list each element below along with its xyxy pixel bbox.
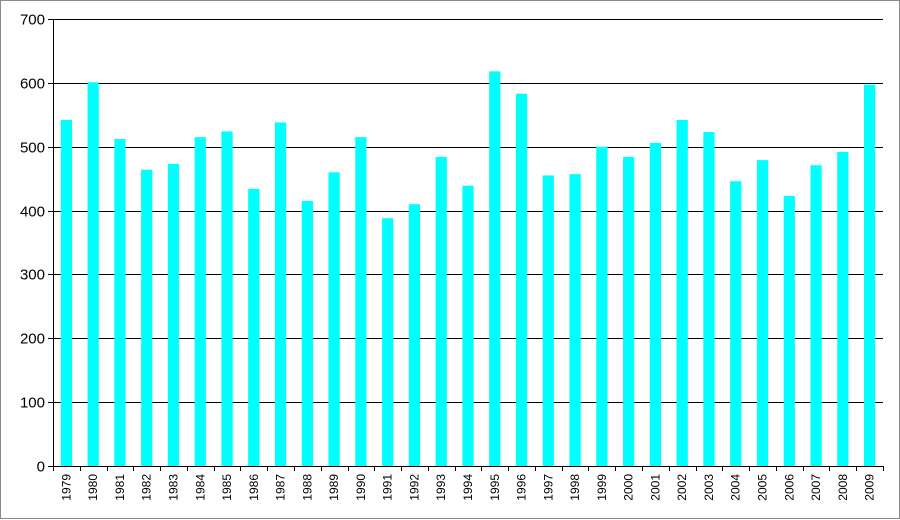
y-tick-label: 700 (20, 12, 45, 29)
x-tick-label: 1979 (59, 474, 73, 501)
y-tick-label: 500 (20, 140, 45, 157)
bar-2004 (730, 181, 742, 466)
x-tick-label: 2008 (836, 474, 850, 501)
x-tick-label: 1984 (193, 474, 207, 501)
x-tick-label: 2009 (863, 474, 877, 501)
x-tick-label: 1994 (461, 474, 475, 501)
bar-2003 (703, 132, 715, 466)
bar-1983 (167, 163, 180, 466)
bar-1991 (382, 218, 394, 466)
bar-1986 (248, 188, 260, 467)
bar-1988 (301, 200, 313, 466)
bar-1990 (355, 137, 367, 466)
x-tick-label: 1990 (354, 474, 368, 501)
x-tick-label: 1995 (488, 474, 502, 501)
bar-2008 (837, 151, 849, 466)
x-tick-label: 2007 (809, 474, 823, 501)
bar-1989 (328, 172, 340, 466)
bar-1980 (87, 82, 99, 467)
x-tick-label: 1983 (166, 474, 180, 501)
bars (60, 71, 876, 467)
y-tick-label: 300 (20, 267, 45, 284)
bar-1979 (60, 119, 73, 466)
y-tick-label: 0 (37, 459, 45, 476)
x-tick-label: 2006 (782, 474, 796, 501)
x-tick-label: 2000 (622, 474, 636, 501)
x-tick-label: 1992 (407, 474, 421, 501)
y-tick-label: 600 (20, 76, 45, 93)
y-tick-label: 200 (20, 331, 45, 348)
bar-1987 (274, 122, 287, 466)
x-axis: 1979 1980 1981 1982 1983 1984 1985 1986 1987 1988… (53, 466, 884, 501)
y-tick-label: 100 (20, 395, 45, 412)
x-tick-label: 1996 (515, 474, 529, 501)
x-tick-label: 1980 (86, 474, 100, 501)
bar-1984 (194, 137, 206, 466)
bar-1999 (596, 146, 608, 466)
x-tick-label: 1987 (274, 474, 288, 501)
x-tick-label: 1988 (300, 474, 314, 501)
bar-1994 (462, 185, 474, 466)
x-tick-label: 1993 (434, 474, 448, 501)
x-tick-label: 2005 (756, 474, 770, 501)
x-tick-label: 1998 (568, 474, 582, 501)
y-tick-label: 400 (20, 204, 45, 221)
bar-2005 (756, 160, 769, 467)
x-tick-label: 1997 (541, 474, 555, 501)
x-tick-label: 2001 (648, 474, 662, 501)
bar-1996 (515, 93, 528, 466)
bar-1998 (569, 174, 581, 466)
x-tick-label: 1986 (247, 474, 261, 501)
x-tick-label: 1981 (113, 474, 127, 501)
bar-2002 (676, 119, 688, 466)
y-axis: 0 100 200 300 400 500 600 700 (20, 12, 54, 476)
bar-2007 (810, 165, 822, 467)
x-tick-label: 1989 (327, 474, 341, 501)
bar-1981 (114, 139, 126, 466)
x-tick-label: 2003 (702, 474, 716, 501)
bar-1997 (542, 175, 554, 466)
bar-1982 (141, 169, 153, 466)
x-tick-label: 1982 (140, 474, 154, 501)
bar-2000 (623, 156, 635, 466)
x-tick-label: 1991 (381, 474, 395, 501)
x-tick-label: 1999 (595, 474, 609, 501)
x-tick-label: 2004 (729, 474, 743, 501)
bar-2001 (649, 142, 662, 466)
bar-2009 (863, 84, 876, 466)
bar-2006 (783, 195, 795, 467)
x-tick-label: 1985 (220, 474, 234, 501)
x-tick-label: 2002 (675, 474, 689, 501)
bar-1992 (408, 204, 421, 466)
bar-1995 (489, 71, 501, 466)
bar-1993 (435, 156, 447, 466)
bar-1985 (221, 131, 233, 467)
